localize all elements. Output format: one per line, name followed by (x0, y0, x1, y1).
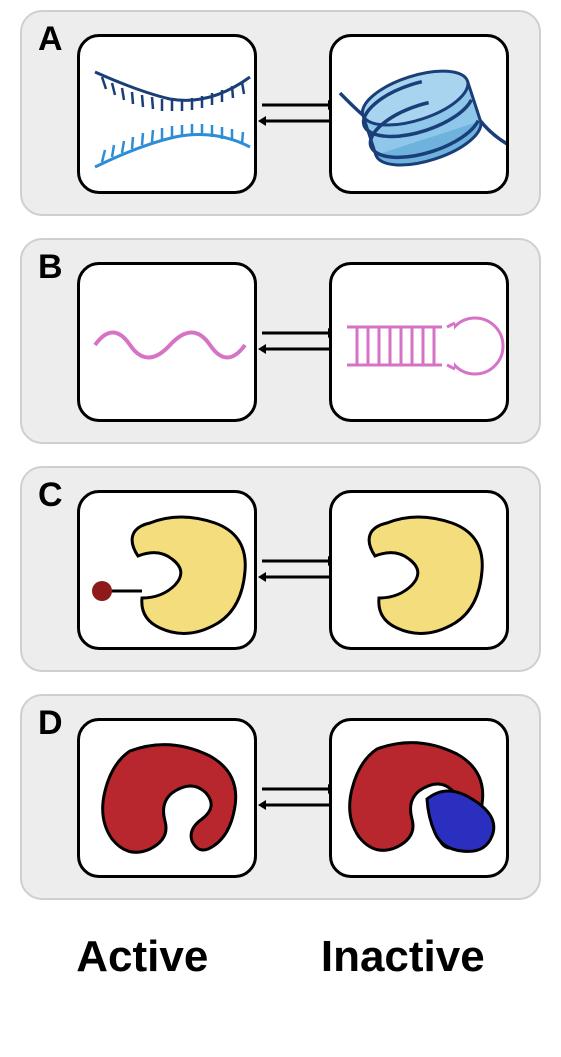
panel-b-active-box (77, 262, 257, 422)
equilibrium-arrows-c (258, 549, 336, 589)
figure-root: A (0, 0, 561, 1012)
protein-open-icon (80, 721, 257, 878)
rna-hairpin-icon (332, 265, 509, 422)
arrows-icon (258, 321, 336, 361)
panel-c-inactive-box (329, 490, 509, 650)
panel-c: C (20, 466, 541, 672)
panel-d-inactive-box (329, 718, 509, 878)
panel-label-c: C (38, 476, 63, 515)
panel-label-d: D (38, 704, 63, 743)
arrows-icon (258, 777, 336, 817)
nucleosome-icon (332, 37, 509, 194)
panel-c-active-box (77, 490, 257, 650)
protein-bound-icon (332, 721, 509, 878)
panel-d-active-box (77, 718, 257, 878)
panel-a: A (20, 10, 541, 216)
equilibrium-arrows-a (258, 93, 336, 133)
panel-a-inactive-box (329, 34, 509, 194)
arrows-icon (258, 93, 336, 133)
panel-a-active-box (77, 34, 257, 194)
panel-d: D (20, 694, 541, 900)
label-active: Active (76, 932, 208, 982)
dna-open-icon (80, 37, 257, 194)
equilibrium-arrows-d (258, 777, 336, 817)
protein-ptm-icon (80, 493, 257, 650)
equilibrium-arrows-b (258, 321, 336, 361)
panel-b: B (20, 238, 541, 444)
panel-b-inactive-box (329, 262, 509, 422)
protein-blob-icon (332, 493, 509, 650)
bottom-labels: Active Inactive (20, 922, 541, 1012)
label-inactive: Inactive (321, 932, 485, 982)
rna-wave-icon (80, 265, 257, 422)
panel-label-a: A (38, 20, 63, 59)
panel-label-b: B (38, 248, 63, 287)
arrows-icon (258, 549, 336, 589)
